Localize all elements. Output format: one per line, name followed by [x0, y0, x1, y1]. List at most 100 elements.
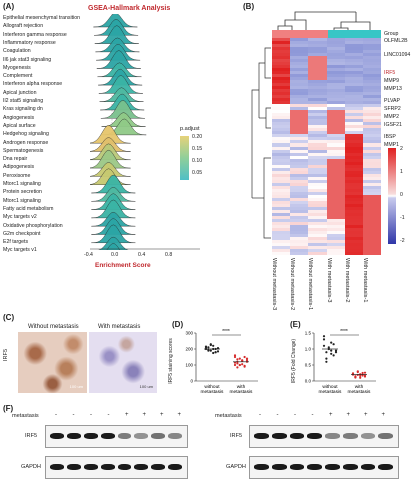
heatmap-cell [326, 218, 346, 223]
heatmap-cell [308, 221, 327, 226]
heatmap-cell [308, 80, 327, 84]
heatmap-cell [344, 107, 364, 111]
y-tick: 200 [185, 347, 193, 352]
heatmap-cell [290, 164, 309, 169]
heatmap-cell [362, 65, 381, 69]
heatmap-cell [290, 173, 309, 178]
heatmap-cell [272, 83, 291, 87]
heatmap-cell [326, 38, 346, 42]
heatmap-cell [308, 206, 327, 211]
heatmap-cell [290, 56, 309, 60]
heatmap-cell [272, 131, 291, 135]
heatmap-cell [326, 113, 346, 117]
heatmap-cell [326, 149, 346, 153]
y-tick: 1.5 [305, 331, 312, 336]
heatmap-cell [308, 104, 327, 108]
heatmap-cell [344, 71, 364, 75]
heatmap-cell [362, 119, 381, 123]
heatmap-cell [326, 92, 346, 96]
heatmap-cell [308, 170, 327, 175]
sample-label: With metastasis-3 [325, 258, 332, 303]
data-point [322, 344, 326, 347]
p-adjust-tick: 0.10 [192, 158, 203, 164]
heatmap-cell [272, 221, 291, 226]
heatmap-cell [290, 113, 309, 117]
heatmap-cell [362, 95, 381, 99]
blot-band [307, 433, 322, 439]
gene-label: MMP2 [384, 114, 399, 120]
heat-tick: -2 [400, 238, 405, 244]
heatmap-cell [290, 188, 309, 193]
heatmap-cell [290, 80, 309, 84]
heatmap-cell [308, 131, 327, 135]
heatmap-cell [308, 155, 327, 160]
heatmap-cell [272, 158, 291, 163]
heatmap-cell [326, 50, 346, 54]
heatmap-cell [308, 137, 327, 141]
heatmap-cell [308, 152, 327, 157]
p-adjust-legend-title: p.adjust [180, 126, 200, 132]
panel-a-letter: (A) [3, 2, 15, 11]
heatmap-cell [326, 68, 346, 72]
heatmap-cell [344, 158, 364, 163]
heatmap-cell [290, 242, 309, 247]
pathway-label: Allograft rejection [3, 23, 44, 30]
heatmap-cell [344, 236, 364, 241]
pathway-label: Kras signaling dn [3, 106, 43, 113]
sample-label: Without metastasis-2 [289, 258, 296, 311]
heatmap-cell [362, 50, 381, 54]
heatmap-cell [362, 197, 381, 202]
heatmap-cell [308, 116, 327, 120]
heatmap-cell [272, 98, 291, 102]
heatmap-cell [272, 62, 291, 66]
heatmap-cell [344, 143, 364, 147]
heatmap-cell [344, 248, 364, 253]
heatmap-cell [326, 89, 346, 93]
heatmap-cell [362, 155, 381, 160]
data-point [245, 357, 249, 360]
group-label: metastasis [201, 389, 225, 395]
heatmap-cell [290, 92, 309, 96]
heatmap-cell [344, 242, 364, 247]
ridge-x-tick: 0.8 [165, 252, 173, 258]
data-point [361, 371, 364, 375]
heatmap-cell [362, 221, 381, 226]
group-label: with [355, 384, 364, 390]
heatmap-cell [308, 134, 327, 138]
heatmap-cell [290, 203, 309, 208]
group-label: metastasis [348, 389, 372, 395]
heatmap-cell [362, 86, 381, 90]
heatmap-cell [344, 83, 364, 87]
ihc-image-with: 100 um [89, 332, 157, 393]
data-point [356, 370, 359, 374]
heatmap-cell [272, 197, 291, 202]
heatmap-cell [326, 200, 346, 205]
data-point [325, 357, 328, 360]
heatmap-cell [290, 71, 309, 75]
heatmap-cell [326, 74, 346, 78]
heatmap-cell [362, 83, 381, 87]
heatmap-cell [290, 197, 309, 202]
heatmap-cell [362, 251, 381, 255]
blot-band [307, 464, 322, 470]
heatmap-cell [326, 194, 346, 199]
heatmap-cell [308, 140, 327, 144]
heatmap-cell [362, 152, 381, 157]
blot-band [325, 433, 340, 439]
heatmap-cell [344, 251, 364, 255]
heatmap-cell [308, 44, 327, 48]
heatmap-cell [344, 113, 364, 117]
heatmap-cell [344, 215, 364, 220]
heatmap-cell [290, 137, 309, 141]
heatmap-cell [344, 197, 364, 202]
group-label: Group [384, 31, 399, 37]
blot-band [254, 433, 269, 439]
heatmap-cell [272, 74, 291, 78]
heatmap-cell [272, 170, 291, 175]
pathway-label: Myc targets v1 [3, 247, 37, 254]
heatmap-cell [362, 191, 381, 196]
heatmap-cell [362, 230, 381, 235]
heatmap-cell [326, 155, 346, 160]
heatmap-cell [344, 131, 364, 135]
heatmap-cell [272, 173, 291, 178]
